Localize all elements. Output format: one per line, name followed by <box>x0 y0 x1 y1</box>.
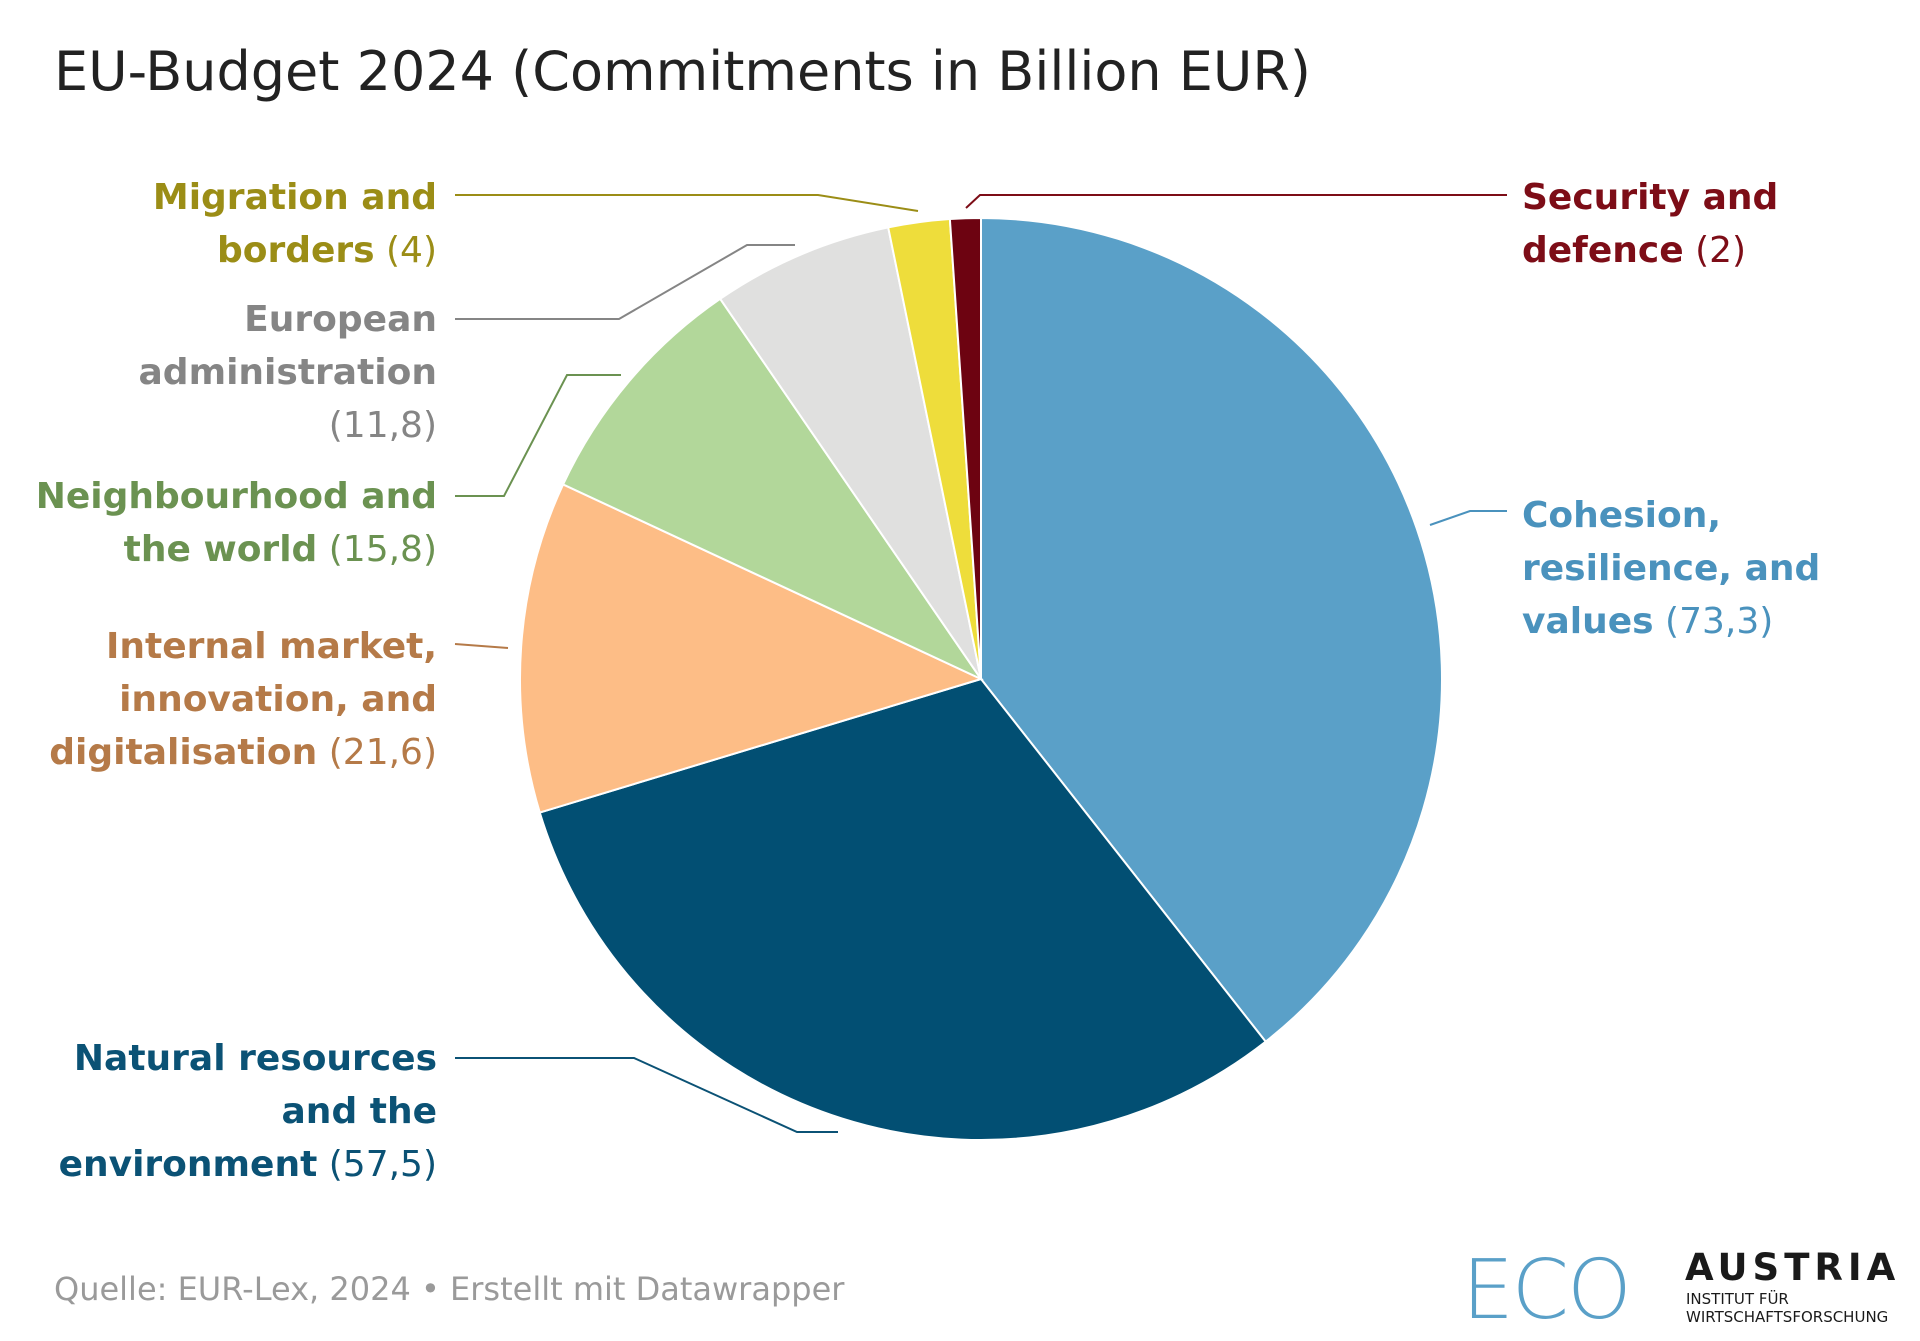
logo-name: AUSTRIA <box>1685 1246 1900 1289</box>
eco-austria-logo: ECO AUSTRIA INSTITUT FÜR WIRTSCHAFTSFORS… <box>1462 1243 1900 1338</box>
leader-line-cohesion-resilience-and-values <box>1429 510 1507 526</box>
leader-line-internal-market-innovation-and-digitalisation <box>454 643 509 649</box>
slice-value-migration-and-borders: (4) <box>375 230 437 271</box>
leader-line-neighbourhood-and-the-world <box>455 374 621 497</box>
leader-lines <box>454 194 1507 1133</box>
slice-label-european-administration: European administration (11,8) <box>139 299 437 446</box>
slice-label-migration-and-borders: Migration and borders (4) <box>153 177 437 271</box>
leader-line-migration-and-borders <box>455 194 919 212</box>
slice-neighbourhood-and-the-world <box>561 297 984 682</box>
slice-value-internal-market-innovation-and-digitalisation: (21,6) <box>317 732 437 773</box>
slice-security-and-defence <box>948 216 982 680</box>
source-note: Quelle: EUR-Lex, 2024 • Erstellt mit Dat… <box>54 1270 845 1308</box>
slice-internal-market-innovation-and-digitalisation <box>519 483 984 814</box>
slice-natural-resources-and-the-environment <box>538 677 1268 1141</box>
slice-cohesion-resilience-and-values <box>980 216 1443 1044</box>
slice-label-internal-market-innovation-and-digitalisation: Internal market, innovation, and digitalis… <box>49 626 437 773</box>
slice-label-security-and-defence: Security and defence (2) <box>1522 177 1778 271</box>
slice-value-security-and-defence: (2) <box>1684 230 1746 271</box>
pie-slices <box>519 216 1443 1141</box>
slice-european-administration <box>718 226 982 680</box>
slice-label-neighbourhood-and-the-world: Neighbourhood and the world (15,8) <box>36 476 437 570</box>
logo-mark: ECO <box>1462 1243 1630 1338</box>
slice-labels: Cohesion, resilience, and values (73,3) Nat… <box>36 177 1821 1185</box>
slice-label-natural-resources-and-the-environment: Natural resources and the environment (57,… <box>59 1038 437 1185</box>
chart-title: EU-Budget 2024 (Commitments in Billion E… <box>54 40 1311 103</box>
slice-value-natural-resources-and-the-environment: (57,5) <box>317 1144 437 1185</box>
slice-label-cohesion-resilience-and-values: Cohesion, resilience, and values (73,3) <box>1522 495 1820 642</box>
leader-line-security-and-defence <box>965 194 1507 209</box>
logo-line-2: WIRTSCHAFTSFORSCHUNG <box>1686 1308 1888 1326</box>
slice-value-cohesion-resilience-and-values: (73,3) <box>1654 601 1774 642</box>
leader-line-natural-resources-and-the-environment <box>455 1057 838 1133</box>
leader-line-european-administration <box>455 244 795 320</box>
slice-value-european-administration: (11,8) <box>329 405 437 446</box>
slice-value-neighbourhood-and-the-world: (15,8) <box>317 529 437 570</box>
logo-line-1: INSTITUT FÜR <box>1686 1289 1789 1308</box>
